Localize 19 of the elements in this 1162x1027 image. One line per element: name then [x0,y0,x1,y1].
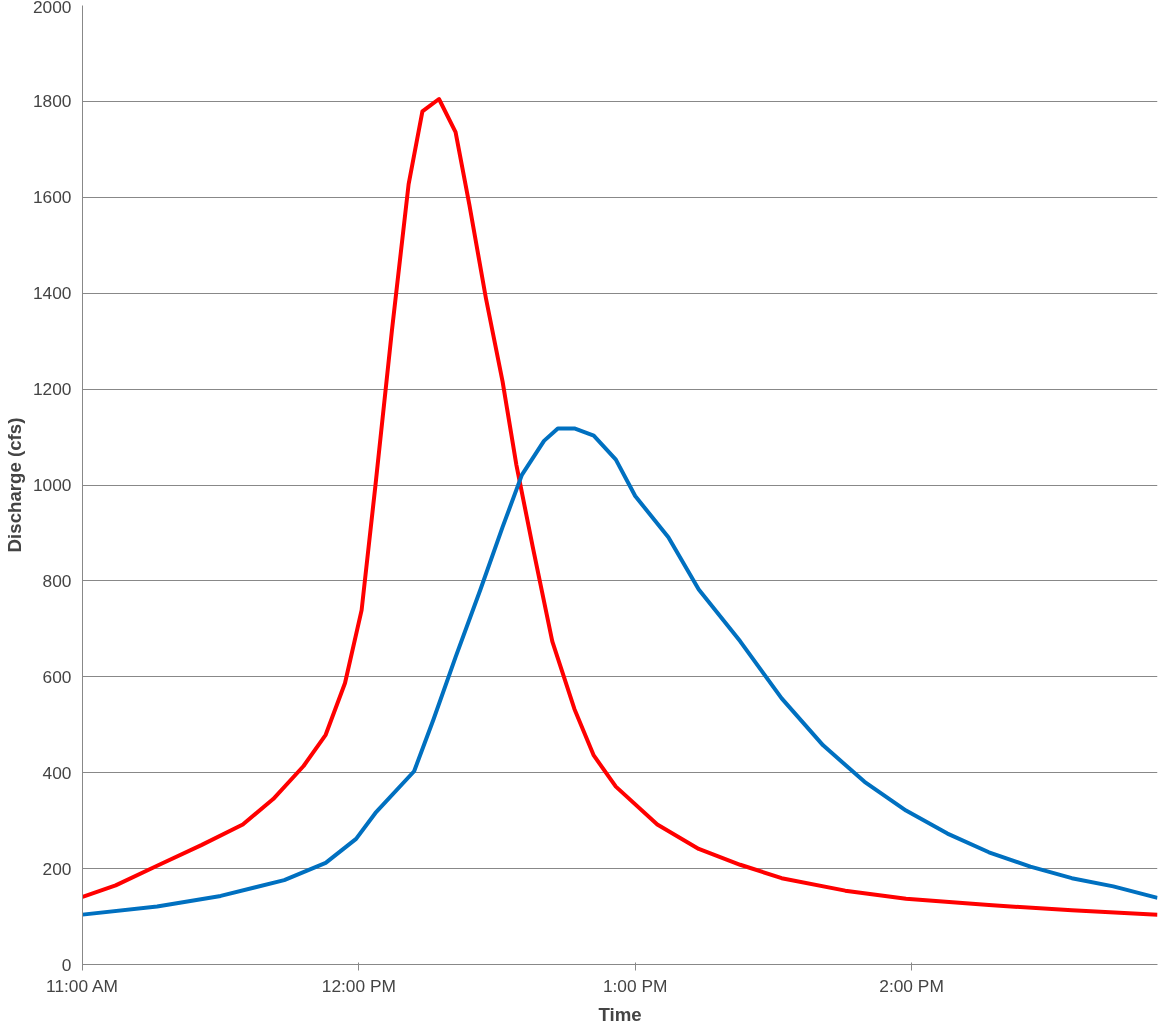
y-tick-label: 1000 [32,475,72,495]
x-axis-title: Time [598,1003,642,1025]
y-tick-label: 1600 [32,187,72,208]
line-series [82,97,1158,917]
y-tick-label: 1200 [32,379,72,400]
x-tick-label: 11:00 AM [46,975,118,996]
y-tick-label: 800 [42,570,72,591]
y-tick-label: 2000 [32,0,72,17]
y-tick-label: 400 [42,762,72,783]
x-tick-label: 1:00 PM [602,975,668,996]
y-axis-title: Discharge (cfs) [3,417,25,553]
x-tick-label: 2:00 PM [879,975,944,996]
line-series [82,426,1158,917]
x-tick-label: 12:00 PM [321,975,396,996]
y-tick-label: 1400 [32,283,72,304]
y-tick-label: 600 [42,666,72,687]
y-tick-label: 0 [61,954,72,975]
y-tick-label: 200 [42,858,72,879]
y-tick-label: 1800 [32,91,72,112]
